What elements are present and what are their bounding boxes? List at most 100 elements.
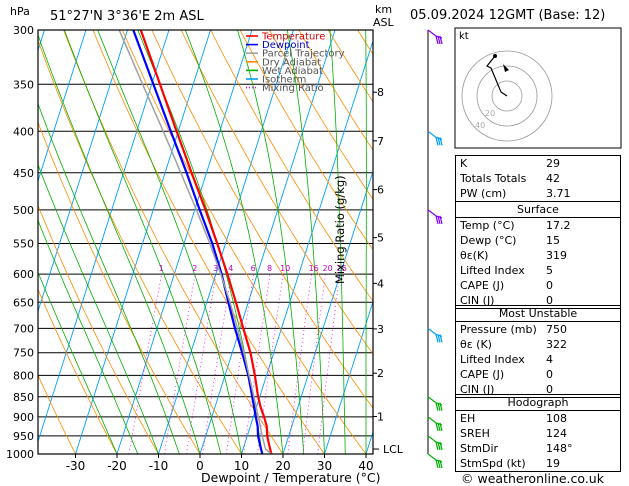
x-tick-label: 0 bbox=[196, 459, 204, 473]
legend-label: Wet Adiabat bbox=[262, 66, 323, 77]
pressure-tick-label: 900 bbox=[13, 411, 34, 424]
legend-label: Isotherm bbox=[262, 75, 306, 86]
mixing-ratio-line bbox=[243, 274, 271, 454]
mixing-ratio-line bbox=[164, 274, 196, 454]
x-axis-label: Dewpoint / Temperature (°C) bbox=[201, 470, 381, 485]
hodograph-ring bbox=[461, 50, 553, 142]
surface-label: CAPE (J) bbox=[460, 279, 505, 292]
unstable-label: CIN (J) bbox=[460, 383, 495, 396]
diagram-axes: 1 2 3 4 6 8 10 16 20 2530035040045050055060065070… bbox=[6, 24, 404, 473]
x-tick-label: -20 bbox=[107, 459, 127, 473]
isotherm-line bbox=[116, 30, 253, 454]
dry-adiabat-line bbox=[210, 30, 373, 302]
legend-label: Dewpoint bbox=[262, 40, 310, 51]
surface-value: 15 bbox=[546, 234, 560, 247]
lcl-label: LCL bbox=[383, 443, 404, 456]
surface-panel: Surface Temp (°C) 17.2 Dewp (°C) 15 θε(K) 3… bbox=[455, 201, 621, 309]
isotherm-line bbox=[282, 169, 373, 454]
diagram-grid bbox=[38, 30, 373, 454]
wind-barb-flag bbox=[435, 334, 439, 343]
hodo-value: 19 bbox=[546, 457, 560, 470]
surface-title: Surface bbox=[456, 202, 620, 218]
wind-barb-flag bbox=[437, 137, 441, 146]
index-label: K bbox=[460, 157, 468, 170]
hodograph-kt-label: kt bbox=[459, 31, 469, 42]
pressure-tick-label: 1000 bbox=[6, 448, 34, 461]
dry-adiabat-line bbox=[38, 39, 242, 454]
wind-barb-flag bbox=[435, 215, 439, 225]
km-tick-label: 1 bbox=[377, 411, 384, 424]
surface-label: Lifted Index bbox=[460, 264, 525, 277]
hodograph-ring bbox=[491, 80, 523, 112]
series-dewpoint bbox=[132, 30, 264, 454]
pressure-tick-label: 300 bbox=[13, 24, 34, 37]
asl-unit: ASL bbox=[373, 16, 394, 29]
hodo-label: SREH bbox=[460, 427, 490, 440]
index-label: Totals Totals bbox=[460, 172, 527, 185]
isotherm-line bbox=[324, 300, 373, 454]
pressure-tick-label: 700 bbox=[13, 322, 34, 335]
x-tick-label: -10 bbox=[149, 459, 169, 473]
wind-barb-flag bbox=[435, 459, 439, 469]
legend-label: Dry Adiabat bbox=[262, 57, 321, 68]
isotherm-line bbox=[75, 30, 211, 454]
surface-label: θε(K) bbox=[460, 249, 489, 262]
isotherm-line bbox=[241, 39, 373, 454]
hodo-label: StmSpd (kt) bbox=[460, 457, 526, 470]
plot-frame bbox=[37, 29, 374, 455]
wind-barb-flag bbox=[435, 422, 439, 432]
pressure-tick-label: 550 bbox=[13, 237, 34, 250]
mixing-ratio-label: 6 bbox=[251, 264, 256, 273]
wind-barb-flag bbox=[437, 459, 441, 469]
hodo-value: 108 bbox=[546, 412, 567, 425]
wind-barb-flag bbox=[435, 35, 439, 45]
wind-barb-flag bbox=[439, 459, 443, 469]
dry-adiabat-line bbox=[38, 288, 118, 454]
surface-value: 0 bbox=[546, 294, 553, 307]
mixing-ratio-label: 3 bbox=[213, 264, 218, 273]
mixing-ratio-label: 4 bbox=[228, 264, 233, 273]
wind-barbs bbox=[427, 29, 443, 469]
pressure-tick-label: 950 bbox=[13, 430, 34, 443]
wind-barb-flag bbox=[437, 334, 441, 343]
wet-adiabat-line bbox=[365, 30, 367, 454]
x-tick-label: 40 bbox=[358, 459, 373, 473]
wet-adiabat-line bbox=[38, 271, 118, 454]
x-tick-label: -30 bbox=[66, 459, 86, 473]
legend-label: Parcel Trajectory bbox=[262, 49, 345, 60]
hodograph-panel: Hodograph EH 108 SREH 124 StmDir 148° StmSp… bbox=[455, 394, 621, 472]
hodograph-trace bbox=[486, 55, 508, 97]
surface-label: CIN (J) bbox=[460, 294, 495, 307]
hodograph-title: Hodograph bbox=[456, 395, 620, 411]
copyright: © weatheronline.co.uk bbox=[461, 471, 604, 486]
profile-series bbox=[118, 30, 273, 454]
surface-label: Dewp (°C) bbox=[460, 234, 517, 247]
x-tick-label: 10 bbox=[234, 459, 249, 473]
mixing-ratio-line bbox=[202, 274, 232, 454]
wet-adiabat-line bbox=[38, 33, 201, 454]
dry-adiabat-line bbox=[298, 30, 373, 151]
series-temperature bbox=[139, 30, 273, 454]
wind-barb-flag bbox=[435, 441, 439, 451]
isotherm-line bbox=[199, 30, 336, 454]
dry-adiabat-line bbox=[239, 30, 373, 251]
mixing-ratio-label: 25 bbox=[337, 264, 347, 273]
dry-adiabat-line bbox=[38, 121, 201, 454]
mixing-ratio-label: 20 bbox=[323, 264, 333, 273]
mixing-ratio-line bbox=[225, 274, 254, 454]
wind-barb-flag bbox=[437, 422, 441, 432]
km-tick-label: 5 bbox=[377, 232, 384, 245]
unstable-value: 0 bbox=[546, 368, 553, 381]
hodo-label: EH bbox=[460, 412, 476, 425]
hodo-value: 148° bbox=[546, 442, 573, 455]
mixing-ratio-line bbox=[302, 274, 326, 454]
wind-barb-flag bbox=[435, 402, 439, 411]
wet-adiabat-line bbox=[329, 30, 346, 454]
pressure-tick-label: 450 bbox=[13, 167, 34, 180]
pressure-tick-label: 750 bbox=[13, 347, 34, 360]
mixing-ratio-label: 1 bbox=[159, 264, 164, 273]
mixing-ratio-line bbox=[317, 274, 341, 454]
